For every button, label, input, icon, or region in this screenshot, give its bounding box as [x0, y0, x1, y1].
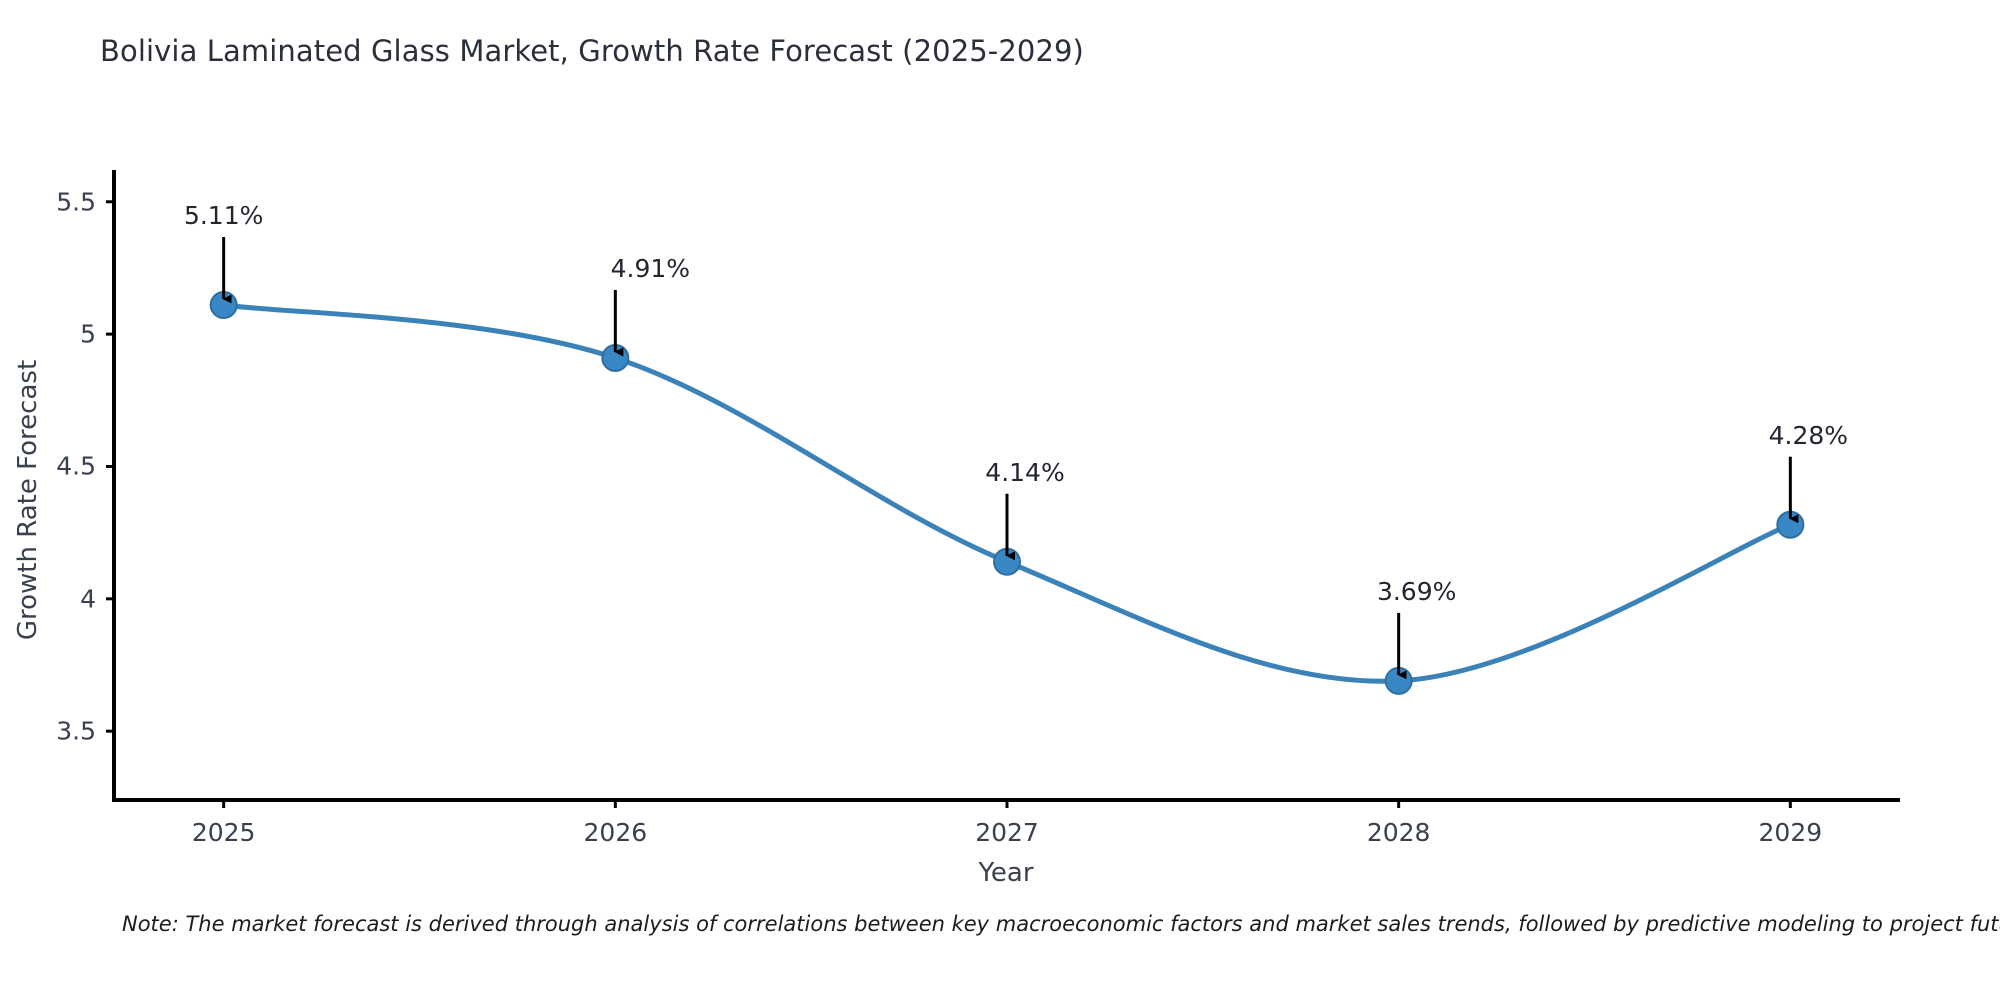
y-axis-ticks — [106, 200, 114, 733]
y-tick-label: 4 — [80, 584, 96, 614]
data-point-label: 3.69% — [1376, 576, 1457, 606]
y-tick-label: 5.5 — [56, 187, 96, 217]
data-point-label: 4.91% — [610, 253, 691, 283]
y-tick-label: 4.5 — [56, 451, 96, 481]
y-axis-title: Growth Rate Forecast — [13, 359, 43, 641]
annotation-arrows — [222, 237, 1799, 680]
y-tick-label: 5 — [80, 319, 96, 349]
footnote-text: Note: The market forecast is derived thr… — [122, 912, 2000, 936]
x-tick-label: 2028 — [1366, 818, 1431, 847]
data-point-label: 5.11% — [183, 201, 264, 230]
y-tick-label: 3.5 — [56, 716, 96, 746]
page-title: Bolivia Laminated Glass Market, Growth R… — [100, 34, 1084, 68]
x-axis-title: Year — [978, 858, 1034, 888]
x-tick-label: 2026 — [583, 818, 648, 847]
x-tick-label: 2029 — [1758, 818, 1823, 847]
data-point-label: 4.14% — [985, 457, 1065, 487]
data-series-line — [221, 302, 1793, 684]
x-tick-label: 2025 — [191, 818, 256, 847]
data-point-label: 4.28% — [1768, 420, 1849, 450]
x-axis-ticks — [222, 800, 1792, 808]
x-tick-label: 2027 — [975, 818, 1039, 847]
